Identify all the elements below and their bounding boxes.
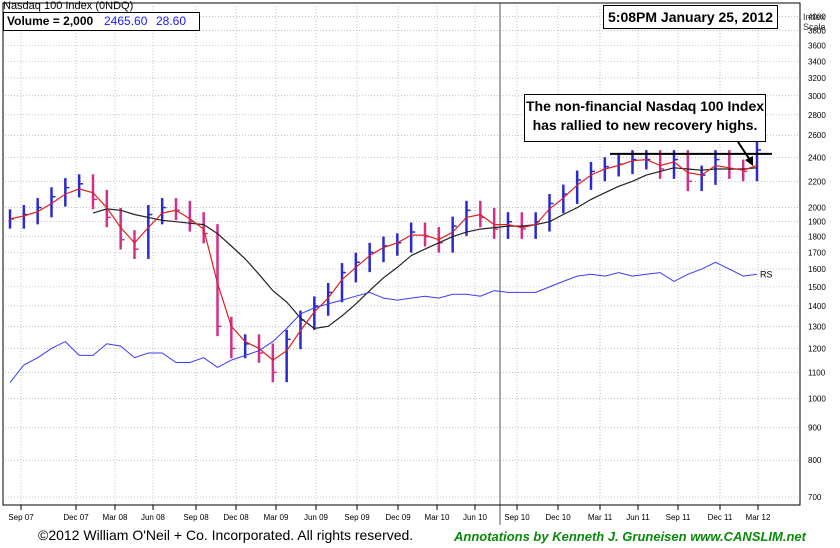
annotation-arrow: [737, 141, 753, 166]
y-tick-label: 1900: [808, 218, 826, 227]
y-tick-label: 2400: [808, 153, 826, 162]
y-tick-label: 2000: [808, 204, 826, 213]
price-change: 28.60: [156, 14, 187, 28]
x-tick-label: Dec 09: [385, 513, 411, 522]
y-tick-label: 700: [808, 493, 822, 502]
annotation-callout: The non-financial Nasdaq 100 Index has r…: [524, 94, 766, 142]
x-tick-label: Dec 07: [63, 513, 89, 522]
volume-value: 2,000: [63, 14, 94, 28]
x-tick-label: Sep 08: [183, 513, 209, 522]
y-tick-label: 2800: [808, 111, 826, 120]
arrow-shaft: [737, 141, 751, 161]
x-tick-label: Dec 08: [223, 513, 249, 522]
y-tick-label: 1400: [808, 302, 826, 311]
grid-layer: [5, 3, 798, 505]
annotation-line-1: The non-financial Nasdaq 100 Index: [525, 98, 765, 114]
y-tick-label: 3600: [808, 42, 826, 51]
y-tick-label: 1800: [808, 233, 826, 242]
y-tick-label: 3200: [808, 74, 826, 83]
last-price: 2465.60: [104, 14, 148, 28]
y-tick-label: 3000: [808, 92, 826, 101]
long-moving-average-line: [92, 167, 758, 330]
timestamp: 5:08PM January 25, 2012: [603, 5, 778, 29]
volume-label: Volume = 2,000: [7, 13, 93, 30]
y-tick-label: 900: [808, 424, 822, 433]
y-tick-label: 2600: [808, 131, 826, 140]
y-tick-label: 3800: [808, 27, 826, 36]
x-tick-label: Mar 08: [103, 513, 128, 522]
y-tick-label: 800: [808, 456, 822, 465]
y-tick-label: 3400: [808, 57, 826, 66]
annotation-credit: Annotations by Kenneth J. Gruneisen www.…: [454, 529, 806, 544]
annotation-line-2: has rallied to new recovery highs.: [532, 117, 758, 133]
relative-strength-line: [9, 261, 758, 383]
y-axis-ticks: 700 800 900 1000 1100 1200 1300 1400 1500 1600 170…: [808, 12, 826, 502]
arrow-head: [745, 156, 753, 166]
x-tick-label: Sep 07: [8, 513, 34, 522]
x-tick-label: Dec 11: [708, 513, 733, 522]
x-tick-label: Mar 12: [746, 513, 771, 522]
volume-label-text: Volume =: [7, 14, 60, 28]
x-tick-label: Sep 10: [504, 513, 530, 522]
x-tick-label: Mar 11: [588, 513, 613, 522]
y-tick-label: 1500: [808, 283, 826, 292]
x-tick-label: Mar 10: [425, 513, 450, 522]
index-scale-label: Index Scale: [803, 12, 826, 32]
y-tick-label: 1700: [808, 248, 826, 257]
x-tick-label: Jun 09: [304, 513, 329, 522]
x-tick-label: Jun 10: [463, 513, 488, 522]
chart-frame: [2, 2, 801, 506]
y-tick-label: 1100: [808, 368, 826, 377]
copyright-text: ©2012 William O'Neil + Co. Incorporated.…: [38, 527, 414, 543]
y-tick-label: 2200: [808, 177, 826, 186]
x-tick-label: Mar 09: [264, 513, 289, 522]
y-tick-label: 4000: [808, 12, 826, 21]
rs-line-label: RS: [760, 269, 773, 279]
y-tick-label: 1600: [808, 265, 826, 274]
index-scale-line-2: Scale: [803, 22, 826, 32]
x-tick-label: Sep 09: [344, 513, 370, 522]
x-tick-label: Jun 11: [626, 513, 650, 522]
x-axis-ticks: Sep 07 Dec 07 Mar 08 Jun 08 Sep 08 Dec 08 Mar …: [5, 504, 798, 522]
index-scale-line-1: Index: [803, 12, 826, 22]
x-tick-label: Jun 08: [141, 513, 166, 522]
y-tick-label: 1300: [808, 322, 826, 331]
y-tick-label: 1200: [808, 344, 826, 353]
x-tick-label: Dec 10: [545, 513, 571, 522]
y-tick-label: 1000: [808, 395, 826, 404]
short-moving-average-line: [9, 158, 758, 361]
x-tick-label: Sep 11: [666, 513, 691, 522]
volume-readout: Volume = 2,000 2465.60 28.60: [3, 12, 200, 31]
index-title: Nasdaq 100 Index (0NDQ): [3, 0, 134, 12]
